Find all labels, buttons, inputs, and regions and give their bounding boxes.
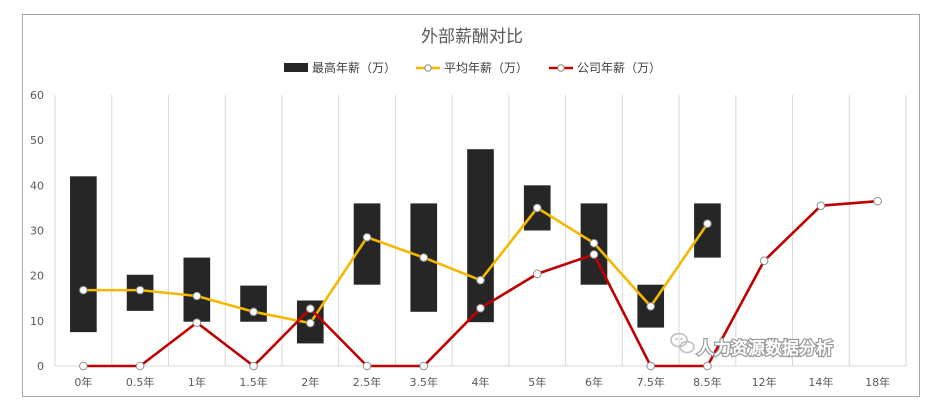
line-series bbox=[79, 196, 882, 371]
data-point bbox=[135, 285, 145, 295]
series-line bbox=[83, 206, 709, 325]
data-point bbox=[816, 201, 826, 210]
data-point bbox=[532, 203, 542, 213]
x-tick-label: 12年 bbox=[752, 375, 777, 389]
y-axis: 0 10 20 30 40 50 60 bbox=[30, 89, 44, 373]
data-point bbox=[476, 275, 485, 285]
x-tick-label: 14年 bbox=[808, 375, 833, 389]
x-tick-label: 6年 bbox=[585, 375, 603, 389]
data-point bbox=[646, 302, 656, 311]
data-point bbox=[192, 291, 202, 301]
legend-label: 公司年薪（万） bbox=[577, 61, 661, 75]
legend-swatch bbox=[284, 63, 308, 72]
x-tick-label: 8.5年 bbox=[693, 375, 722, 389]
legend-item: 平均年薪（万） bbox=[416, 61, 528, 75]
y-tick-label: 20 bbox=[30, 270, 44, 283]
data-point bbox=[249, 307, 258, 317]
x-tick-label: 2年 bbox=[301, 375, 319, 389]
wechat-icon bbox=[670, 332, 695, 354]
y-tick-label: 0 bbox=[37, 360, 44, 373]
bar bbox=[183, 257, 211, 322]
x-tick-label: 2.5年 bbox=[353, 375, 382, 389]
line-series-group bbox=[79, 196, 882, 371]
bar bbox=[353, 203, 381, 285]
legend-item: 公司年薪（万） bbox=[549, 61, 661, 75]
legend-label: 平均年薪（万） bbox=[444, 61, 528, 75]
y-tick-label: 40 bbox=[30, 179, 44, 192]
data-point bbox=[306, 304, 315, 313]
x-tick-label: 0年 bbox=[74, 375, 92, 389]
legend-label: 最高年薪（万） bbox=[312, 60, 396, 75]
data-point bbox=[79, 285, 88, 295]
data-point bbox=[646, 361, 656, 371]
chart-title: 外部薪酬对比 bbox=[421, 27, 523, 47]
x-tick-label: 1.5年 bbox=[239, 375, 268, 389]
x-tick-label: 1年 bbox=[188, 375, 206, 389]
bar bbox=[694, 203, 721, 258]
watermark: 人力资源数据分析 bbox=[670, 332, 834, 360]
line-series-group bbox=[79, 203, 712, 328]
chart-svg: 外部薪酬对比 最高年薪（万） 平均年薪（万） 公司年薪（万） 0 10 20 30 40 50… bbox=[30, 27, 907, 389]
x-tick-label: 7.5年 bbox=[636, 375, 665, 389]
x-tick-label: 18年 bbox=[865, 375, 890, 389]
data-point bbox=[249, 361, 258, 371]
data-point bbox=[362, 361, 372, 371]
data-point bbox=[192, 318, 202, 327]
data-point bbox=[703, 219, 712, 229]
data-point bbox=[79, 361, 88, 371]
data-point bbox=[589, 250, 599, 259]
y-tick-label: 30 bbox=[30, 225, 44, 238]
y-tick-label: 10 bbox=[30, 315, 44, 328]
data-point bbox=[532, 269, 542, 279]
data-point bbox=[476, 303, 485, 313]
data-point bbox=[759, 256, 769, 266]
x-tick-label: 4年 bbox=[472, 375, 490, 389]
data-point bbox=[362, 232, 372, 242]
bar bbox=[240, 285, 267, 322]
x-axis: 0年 0.5年 1年 1.5年 2年 2.5年 3.5年 4年 5年 6年 7.5年 8.5年 12年 1… bbox=[74, 375, 890, 389]
watermark-text: 人力资源数据分析 bbox=[697, 338, 833, 359]
legend: 最高年薪（万） 平均年薪（万） 公司年薪（万） bbox=[284, 60, 661, 75]
data-point bbox=[703, 361, 712, 371]
x-tick-label: 0.5年 bbox=[126, 375, 155, 389]
data-point bbox=[419, 253, 429, 262]
data-point bbox=[135, 361, 145, 371]
y-tick-label: 60 bbox=[30, 89, 44, 102]
legend-marker bbox=[557, 64, 565, 72]
legend-marker bbox=[424, 64, 432, 72]
data-point bbox=[306, 318, 315, 328]
grid bbox=[54, 95, 907, 367]
bar bbox=[467, 149, 494, 323]
data-point bbox=[873, 196, 882, 206]
legend-item: 最高年薪（万） bbox=[284, 60, 396, 75]
x-tick-label: 5年 bbox=[528, 375, 546, 389]
x-tick-label: 3.5年 bbox=[410, 375, 439, 389]
data-point bbox=[419, 361, 429, 371]
bar bbox=[70, 176, 97, 333]
chart-frame: 外部薪酬对比 最高年薪（万） 平均年薪（万） 公司年薪（万） 0 10 20 30 40 50… bbox=[22, 14, 920, 397]
y-tick-label: 50 bbox=[30, 134, 44, 147]
data-point bbox=[589, 238, 599, 248]
